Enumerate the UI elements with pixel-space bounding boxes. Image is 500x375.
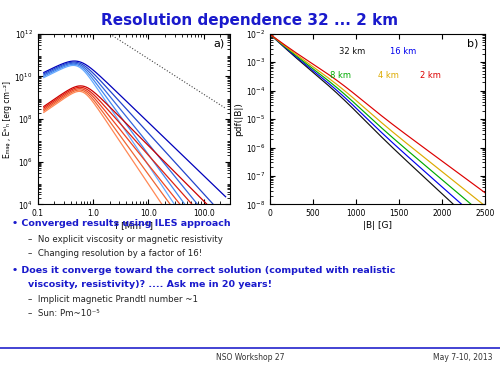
Text: –  No explicit viscosity or magnetic resistivity: – No explicit viscosity or magnetic resi… [28, 235, 222, 244]
Text: 2 km: 2 km [420, 71, 442, 80]
Text: Resolution dependence 32 ... 2 km: Resolution dependence 32 ... 2 km [102, 13, 399, 28]
Text: 16 km: 16 km [390, 47, 416, 56]
Text: NSO Workshop 27: NSO Workshop 27 [216, 352, 284, 362]
Text: viscosity, resistivity)? .... Ask me in 20 years!: viscosity, resistivity)? .... Ask me in … [28, 280, 272, 289]
Text: 8 km: 8 km [330, 71, 351, 80]
Y-axis label: pdf(|B|): pdf(|B|) [234, 102, 243, 136]
Text: a): a) [213, 39, 224, 49]
Y-axis label: Eₘₐᵩ , Eᵇᴵₙ [erg cm⁻²]: Eₘₐᵩ , Eᵇᴵₙ [erg cm⁻²] [2, 81, 12, 158]
X-axis label: |B| [G]: |B| [G] [363, 221, 392, 230]
Text: May 7-10, 2013: May 7-10, 2013 [433, 352, 492, 362]
Text: –  Changing resolution by a factor of 16!: – Changing resolution by a factor of 16! [28, 249, 202, 258]
Text: b): b) [467, 39, 478, 49]
Text: • Converged results using ILES approach: • Converged results using ILES approach [12, 219, 231, 228]
Text: –  Implicit magnetic Prandtl number ~1: – Implicit magnetic Prandtl number ~1 [28, 295, 198, 304]
Text: 32 km: 32 km [339, 47, 365, 56]
Text: –  Sun: Pm~10⁻⁵: – Sun: Pm~10⁻⁵ [28, 309, 99, 318]
X-axis label: f [Mm⁻¹]: f [Mm⁻¹] [115, 221, 153, 230]
Text: 4 km: 4 km [378, 71, 398, 80]
Text: • Does it converge toward the correct solution (computed with realistic: • Does it converge toward the correct so… [12, 266, 396, 275]
Text: HAO: HAO [15, 352, 52, 368]
